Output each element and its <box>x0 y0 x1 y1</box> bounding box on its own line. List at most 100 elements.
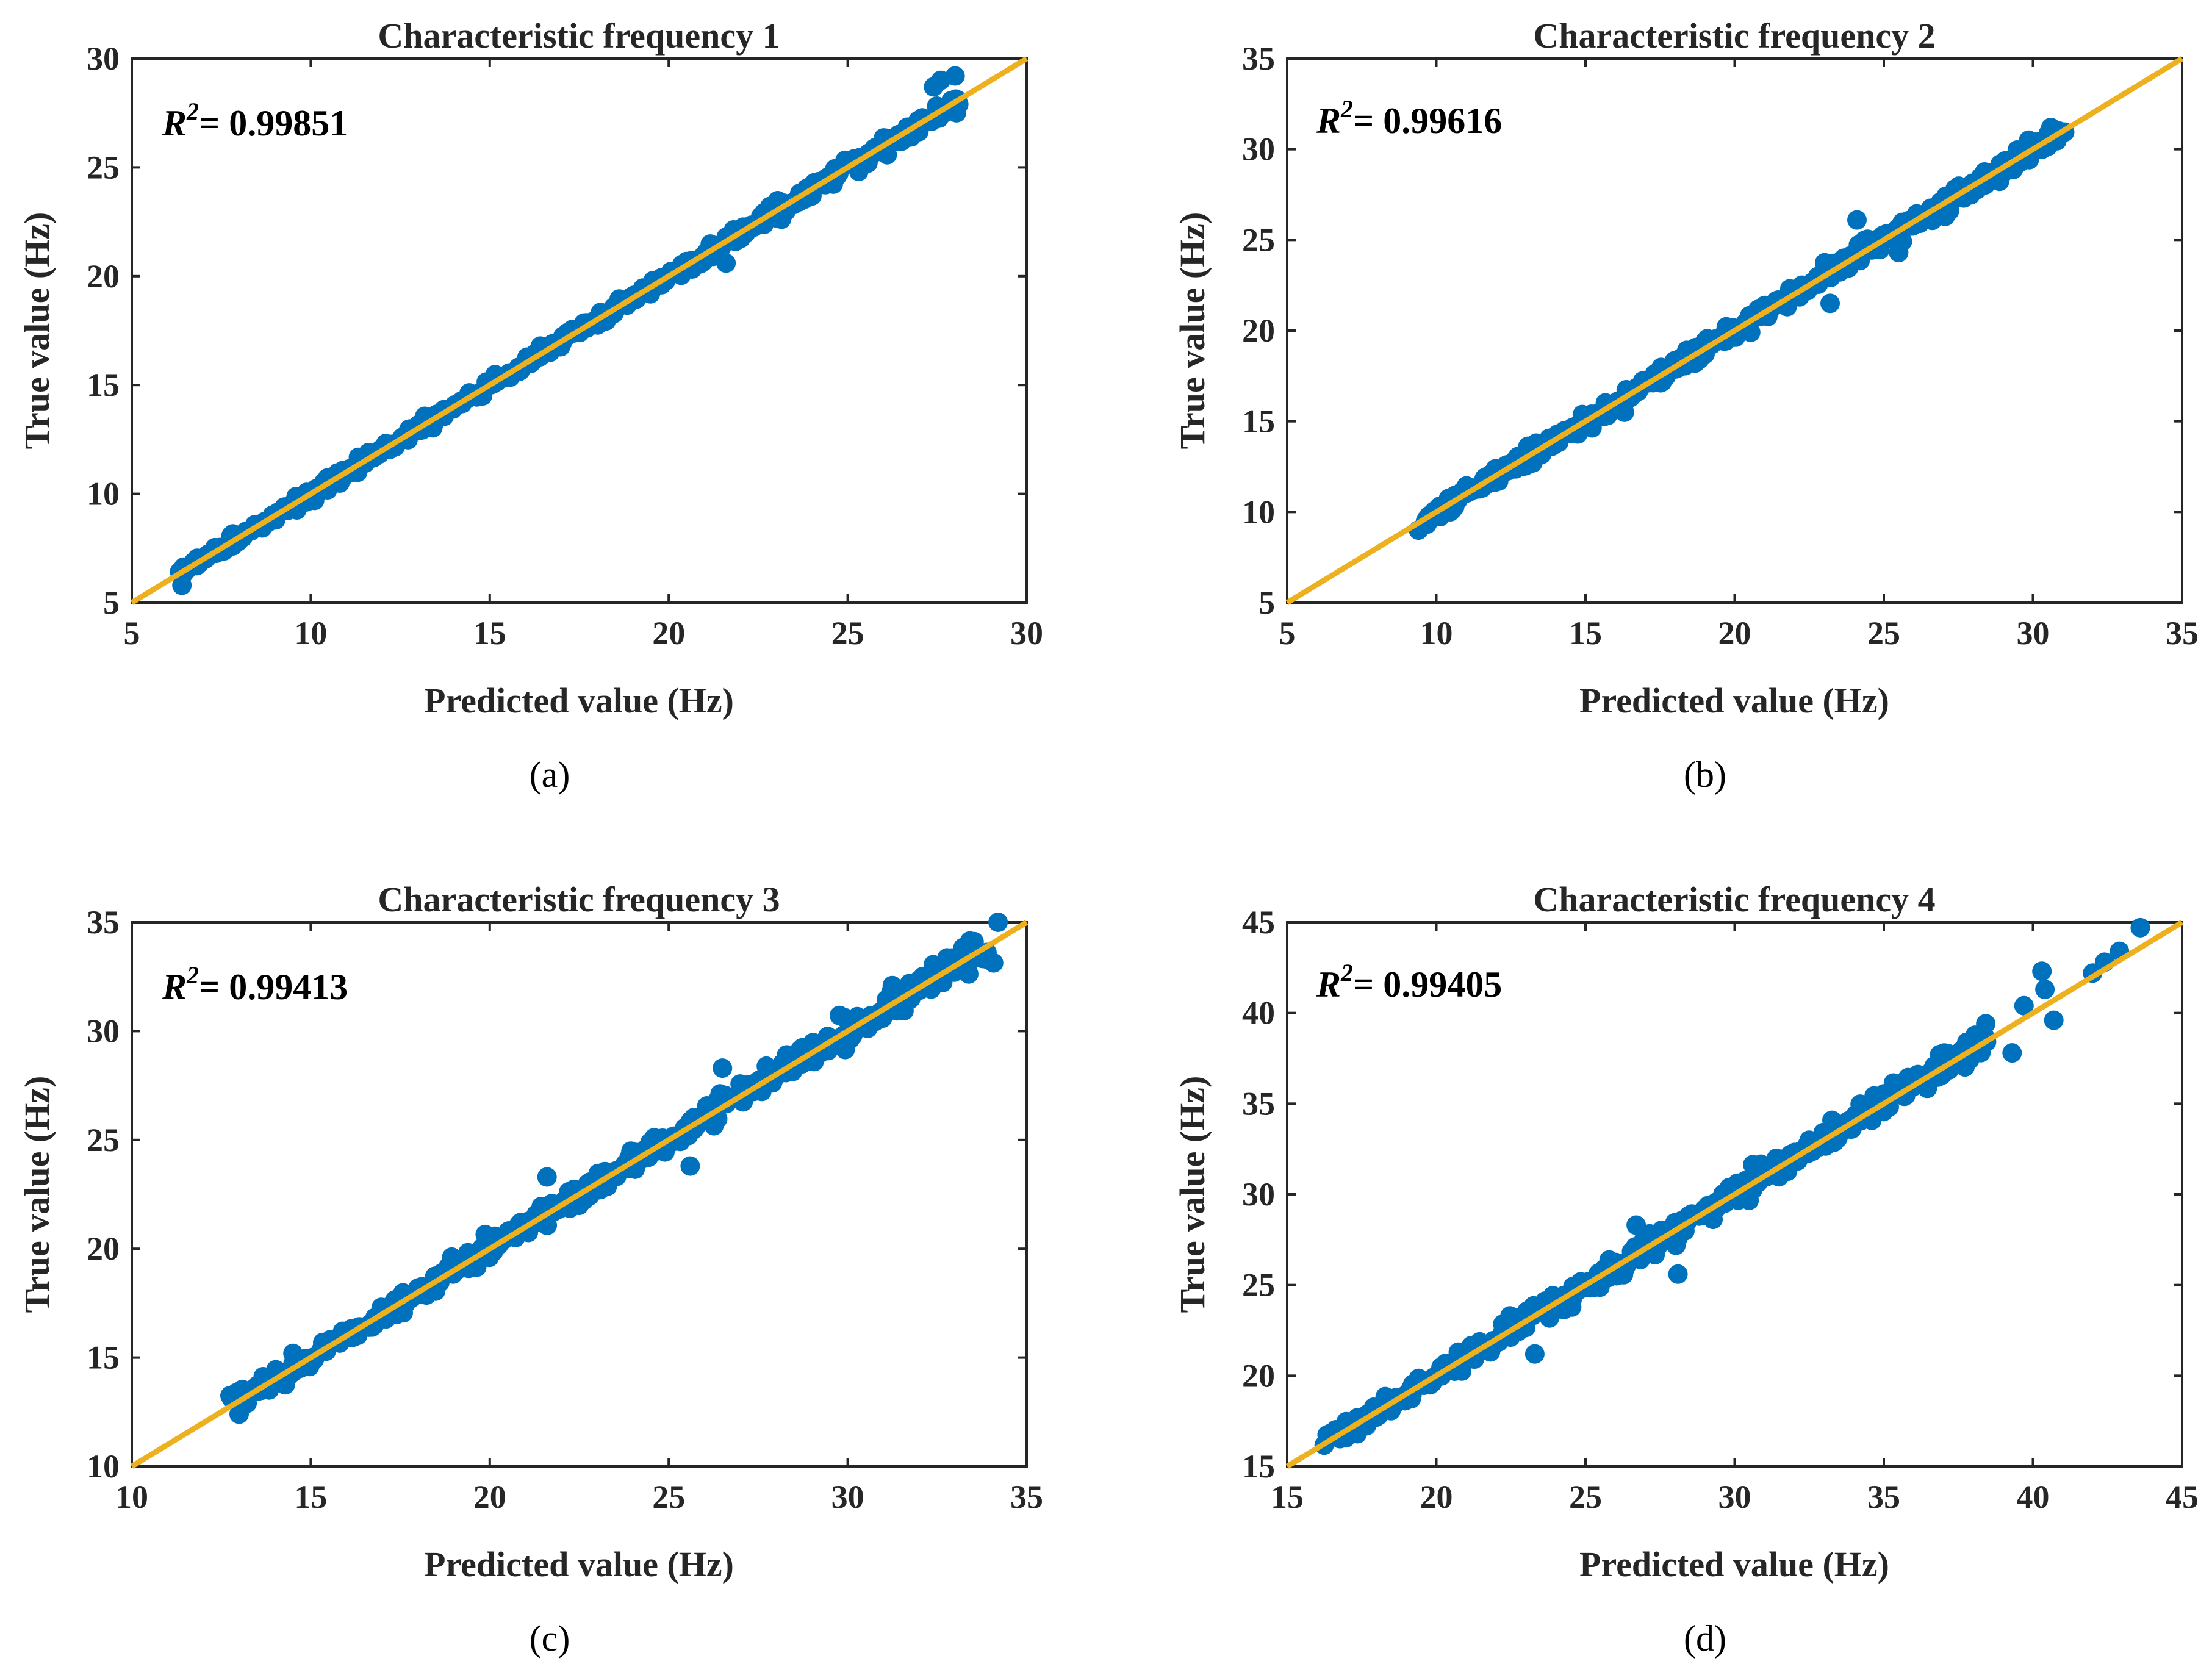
chart-title: Characteristic frequency 3 <box>378 880 780 919</box>
x-tick-label: 10 <box>1420 615 1453 651</box>
x-tick-label: 30 <box>1010 615 1043 651</box>
y-tick-label: 30 <box>87 40 120 77</box>
x-axis-label: Predicted value (Hz) <box>424 681 734 720</box>
y-tick-label: 20 <box>1242 312 1275 349</box>
r-squared-annotation: R2= 0.99616 <box>1316 95 1502 141</box>
y-tick-label: 15 <box>1242 1448 1275 1485</box>
panel-caption: (d) <box>1684 1618 1726 1659</box>
fit-line <box>130 920 1029 1469</box>
data-point <box>1889 243 1909 263</box>
y-tick-label: 15 <box>87 367 120 403</box>
x-tick-label: 20 <box>1420 1479 1453 1515</box>
y-tick-label: 25 <box>87 1122 120 1158</box>
x-tick-label: 5 <box>1279 615 1296 651</box>
x-axis-label: Predicted value (Hz) <box>1579 1544 1889 1584</box>
y-axis-label: True value (Hz) <box>17 212 57 450</box>
x-axis-label: Predicted value (Hz) <box>424 1544 734 1584</box>
y-tick-label: 10 <box>1242 493 1275 530</box>
x-tick-label: 10 <box>294 615 327 651</box>
y-tick-label: 30 <box>1242 1176 1275 1213</box>
data-point <box>229 1404 249 1424</box>
data-point <box>2032 961 2052 981</box>
y-tick-label: 10 <box>87 1448 120 1485</box>
y-tick-label: 15 <box>1242 403 1275 440</box>
data-point <box>1668 1264 1688 1284</box>
panel-caption: (a) <box>530 755 570 795</box>
y-tick-label: 35 <box>1242 40 1275 77</box>
y-tick-label: 20 <box>1242 1357 1275 1394</box>
data-point <box>1976 1014 1996 1034</box>
tick-group: 5 10 15 20 25 30 5 10 15 20 25 30 <box>87 40 1043 651</box>
y-tick-label: 25 <box>1242 221 1275 258</box>
panel-b: Characteristic frequency 2 Predicted val… <box>1172 16 2199 795</box>
x-tick-label: 35 <box>1867 1479 1900 1515</box>
y-tick-label: 30 <box>87 1013 120 1049</box>
chart-title: Characteristic frequency 2 <box>1533 16 1935 56</box>
x-tick-label: 30 <box>2017 615 2050 651</box>
x-tick-label: 40 <box>2017 1479 2050 1515</box>
data-point <box>988 913 1008 932</box>
y-tick-label: 5 <box>1259 584 1275 621</box>
data-point <box>2002 1043 2022 1063</box>
y-tick-label: 20 <box>87 258 120 295</box>
fit-line <box>1285 56 2184 605</box>
x-tick-label: 15 <box>1569 615 1602 651</box>
x-tick-label: 35 <box>2166 615 2199 651</box>
y-tick-label: 10 <box>87 476 120 512</box>
y-axis-label: True value (Hz) <box>1172 1076 1212 1313</box>
y-tick-label: 35 <box>1242 1085 1275 1122</box>
x-tick-label: 5 <box>124 615 140 651</box>
data-point <box>945 66 965 86</box>
x-tick-label: 30 <box>831 1479 864 1515</box>
panel-caption: (c) <box>530 1618 570 1659</box>
r-squared-annotation: R2= 0.99413 <box>162 961 348 1007</box>
data-point <box>1820 293 1840 314</box>
x-tick-label: 25 <box>831 615 864 651</box>
data-point <box>1524 1344 1545 1364</box>
x-tick-label: 25 <box>1867 615 1900 651</box>
x-tick-label: 30 <box>1718 1479 1751 1515</box>
r-squared-annotation: R2= 0.99405 <box>1316 959 1502 1005</box>
panel-c: Characteristic frequency 3 Predicted val… <box>17 880 1043 1659</box>
x-tick-label: 20 <box>473 1479 506 1515</box>
x-tick-label: 10 <box>115 1479 148 1515</box>
y-tick-label: 20 <box>87 1230 120 1267</box>
y-tick-label: 15 <box>87 1340 120 1376</box>
panel-caption: (b) <box>1684 755 1726 795</box>
y-axis-label: True value (Hz) <box>17 1076 57 1313</box>
chart-title: Characteristic frequency 4 <box>1533 880 1935 919</box>
data-point <box>2035 980 2055 999</box>
data-point <box>960 931 980 951</box>
fit-line <box>1285 920 2184 1469</box>
data-point <box>713 1058 733 1078</box>
x-tick-label: 25 <box>1569 1479 1602 1515</box>
x-tick-label: 15 <box>294 1479 327 1515</box>
tick-group: 15 20 25 30 35 40 45 15 20 25 30 35 40 45 <box>1242 904 2199 1515</box>
data-point <box>680 1156 700 1176</box>
y-tick-label: 5 <box>103 584 120 621</box>
panel-d: Characteristic frequency 4 Predicted val… <box>1172 880 2199 1659</box>
tick-group: 5 10 15 20 25 30 35 5 10 15 20 25 30 35 <box>1242 40 2199 651</box>
x-tick-label: 45 <box>2166 1479 2199 1515</box>
x-axis-label: Predicted value (Hz) <box>1579 681 1889 720</box>
fit-line <box>130 56 1029 605</box>
data-point <box>2014 995 2034 1016</box>
y-tick-label: 40 <box>1242 995 1275 1031</box>
data-point <box>1626 1215 1646 1235</box>
data-point <box>1847 210 1867 230</box>
data-point <box>172 575 192 595</box>
y-tick-label: 45 <box>1242 904 1275 941</box>
data-point <box>716 253 736 273</box>
data-point <box>2044 1010 2064 1030</box>
x-tick-label: 25 <box>652 1479 685 1515</box>
y-tick-label: 30 <box>1242 131 1275 168</box>
x-tick-label: 20 <box>652 615 685 651</box>
tick-group: 10 15 20 25 30 35 10 15 20 25 30 35 <box>87 904 1043 1515</box>
y-tick-label: 25 <box>1242 1267 1275 1304</box>
chart-title: Characteristic frequency 1 <box>378 16 780 56</box>
x-tick-label: 15 <box>473 615 506 651</box>
x-tick-label: 15 <box>1271 1479 1304 1515</box>
panel-a: Characteristic frequency 1 Predicted val… <box>17 16 1043 795</box>
data-point <box>977 949 997 969</box>
